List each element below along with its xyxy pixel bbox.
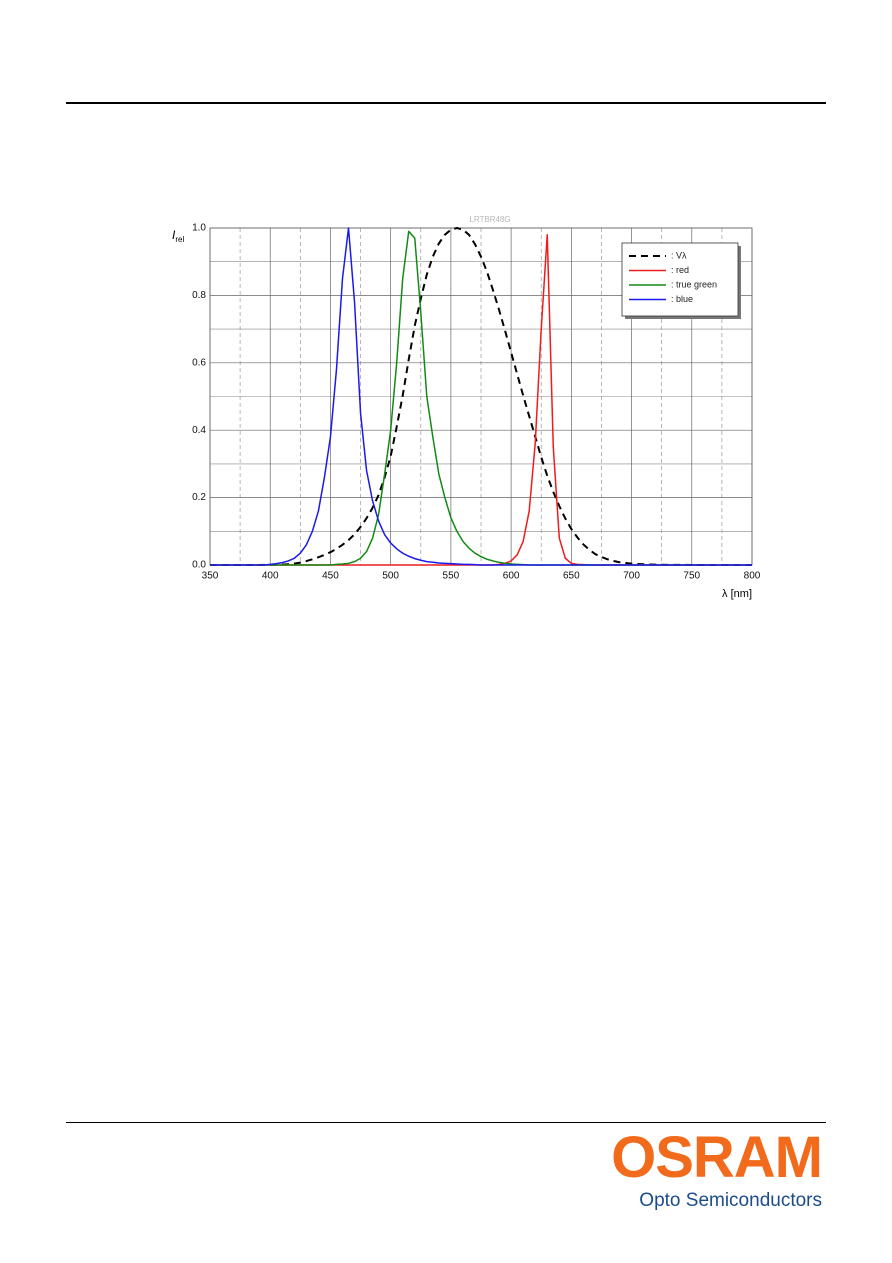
x-tick-label: 550 bbox=[443, 571, 460, 582]
legend-label: : true green bbox=[671, 279, 717, 289]
x-tick-label: 350 bbox=[202, 571, 219, 582]
brand-logo: OSRAM bbox=[611, 1125, 823, 1190]
footer-rule bbox=[66, 1122, 826, 1123]
chart-title: LRTBR48G bbox=[469, 215, 510, 224]
series-line bbox=[210, 227, 752, 566]
brand-division: Opto Semiconductors bbox=[639, 1190, 822, 1211]
x-tick-label: 450 bbox=[322, 571, 339, 582]
x-tick-label: 650 bbox=[563, 571, 580, 582]
y-tick-label: 0.6 bbox=[192, 357, 206, 368]
y-tick-label: 0.2 bbox=[192, 492, 206, 503]
legend-label: : Vλ bbox=[671, 250, 687, 260]
x-axis-label: λ [nm] bbox=[722, 588, 752, 600]
y-axis-label-main: I bbox=[172, 228, 176, 242]
x-tick-label: 400 bbox=[262, 571, 279, 582]
y-tick-label: 0.4 bbox=[192, 425, 206, 436]
y-axis-label-sub: rel bbox=[175, 235, 184, 244]
x-tick-label: 800 bbox=[744, 571, 761, 582]
y-tick-label: 1.0 bbox=[192, 223, 206, 234]
x-tick-label: 600 bbox=[503, 571, 520, 582]
legend-label: : red bbox=[671, 265, 689, 275]
y-tick-label: 0.8 bbox=[192, 290, 206, 301]
legend: : Vλ : red : true green : blue bbox=[621, 242, 741, 319]
x-tick-label: 700 bbox=[623, 571, 640, 582]
x-tick-label: 500 bbox=[382, 571, 399, 582]
chart: LRTBR48G Irel λ [nm] 350 400 450 500 550 600 6… bbox=[172, 215, 761, 600]
y-axis-label: Irel bbox=[172, 228, 184, 244]
legend-label: : blue bbox=[671, 294, 693, 304]
y-tick-label: 0.0 bbox=[192, 560, 206, 571]
x-tick-label: 750 bbox=[683, 571, 700, 582]
header-rule bbox=[66, 102, 826, 104]
